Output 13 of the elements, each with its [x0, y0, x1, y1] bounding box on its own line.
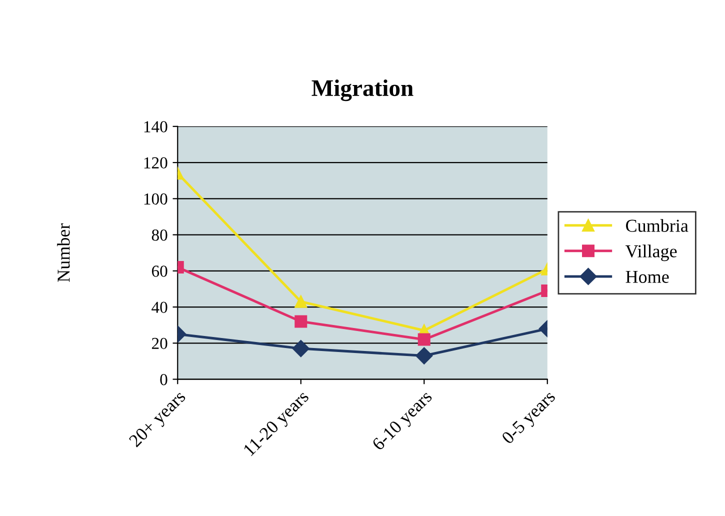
y-tick-label: 40: [152, 302, 168, 313]
y-tick-label: 120: [144, 157, 168, 168]
y-tick-label: 140: [144, 121, 168, 132]
legend-label: Village: [625, 244, 677, 262]
legend-label: Cumbria: [626, 219, 688, 232]
legend-label: Home: [626, 270, 669, 283]
y-tick-label: 80: [152, 229, 168, 241]
chart-title: Migration: [312, 79, 414, 102]
y-tick-label: 0: [160, 374, 168, 386]
y-tick-label: 20: [152, 338, 168, 350]
y-tick-label: 60: [152, 266, 168, 277]
y-axis-title: Number: [57, 223, 70, 282]
y-tick-label: 100: [144, 193, 168, 205]
